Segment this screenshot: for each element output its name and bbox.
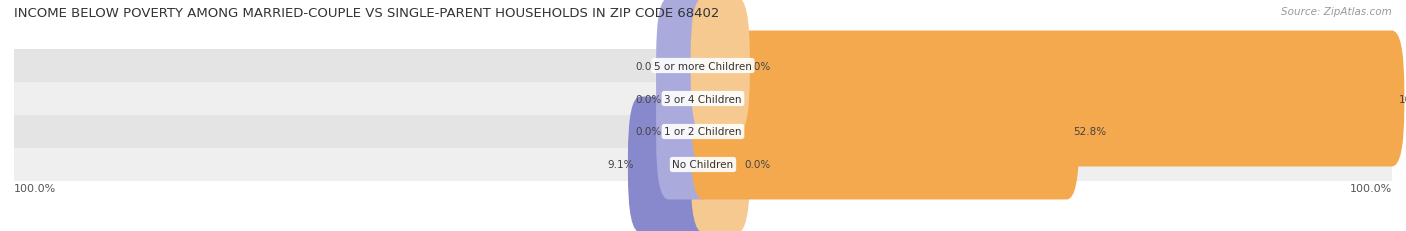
Text: 0.0%: 0.0% bbox=[636, 127, 662, 137]
Text: 1 or 2 Children: 1 or 2 Children bbox=[664, 127, 742, 137]
FancyBboxPatch shape bbox=[690, 0, 749, 134]
Text: Source: ZipAtlas.com: Source: ZipAtlas.com bbox=[1281, 7, 1392, 17]
Text: 0.0%: 0.0% bbox=[744, 160, 770, 170]
Text: 100.0%: 100.0% bbox=[14, 183, 56, 193]
FancyBboxPatch shape bbox=[690, 31, 1405, 167]
Text: 0.0%: 0.0% bbox=[636, 94, 662, 104]
Legend: Married Couples, Single Parents: Married Couples, Single Parents bbox=[586, 227, 820, 231]
FancyBboxPatch shape bbox=[690, 64, 1080, 200]
Text: 0.0%: 0.0% bbox=[636, 61, 662, 71]
Text: 0.0%: 0.0% bbox=[744, 61, 770, 71]
FancyBboxPatch shape bbox=[14, 50, 1392, 83]
Text: 100.0%: 100.0% bbox=[1399, 94, 1406, 104]
Text: 100.0%: 100.0% bbox=[1350, 183, 1392, 193]
FancyBboxPatch shape bbox=[628, 97, 716, 231]
FancyBboxPatch shape bbox=[690, 97, 749, 231]
Text: 9.1%: 9.1% bbox=[607, 160, 634, 170]
FancyBboxPatch shape bbox=[14, 83, 1392, 116]
Text: No Children: No Children bbox=[672, 160, 734, 170]
Text: 5 or more Children: 5 or more Children bbox=[654, 61, 752, 71]
Text: 52.8%: 52.8% bbox=[1074, 127, 1107, 137]
FancyBboxPatch shape bbox=[657, 31, 716, 167]
Text: INCOME BELOW POVERTY AMONG MARRIED-COUPLE VS SINGLE-PARENT HOUSEHOLDS IN ZIP COD: INCOME BELOW POVERTY AMONG MARRIED-COUPL… bbox=[14, 7, 720, 20]
FancyBboxPatch shape bbox=[657, 0, 716, 134]
FancyBboxPatch shape bbox=[14, 148, 1392, 181]
FancyBboxPatch shape bbox=[657, 64, 716, 200]
FancyBboxPatch shape bbox=[14, 116, 1392, 148]
Text: 3 or 4 Children: 3 or 4 Children bbox=[664, 94, 742, 104]
